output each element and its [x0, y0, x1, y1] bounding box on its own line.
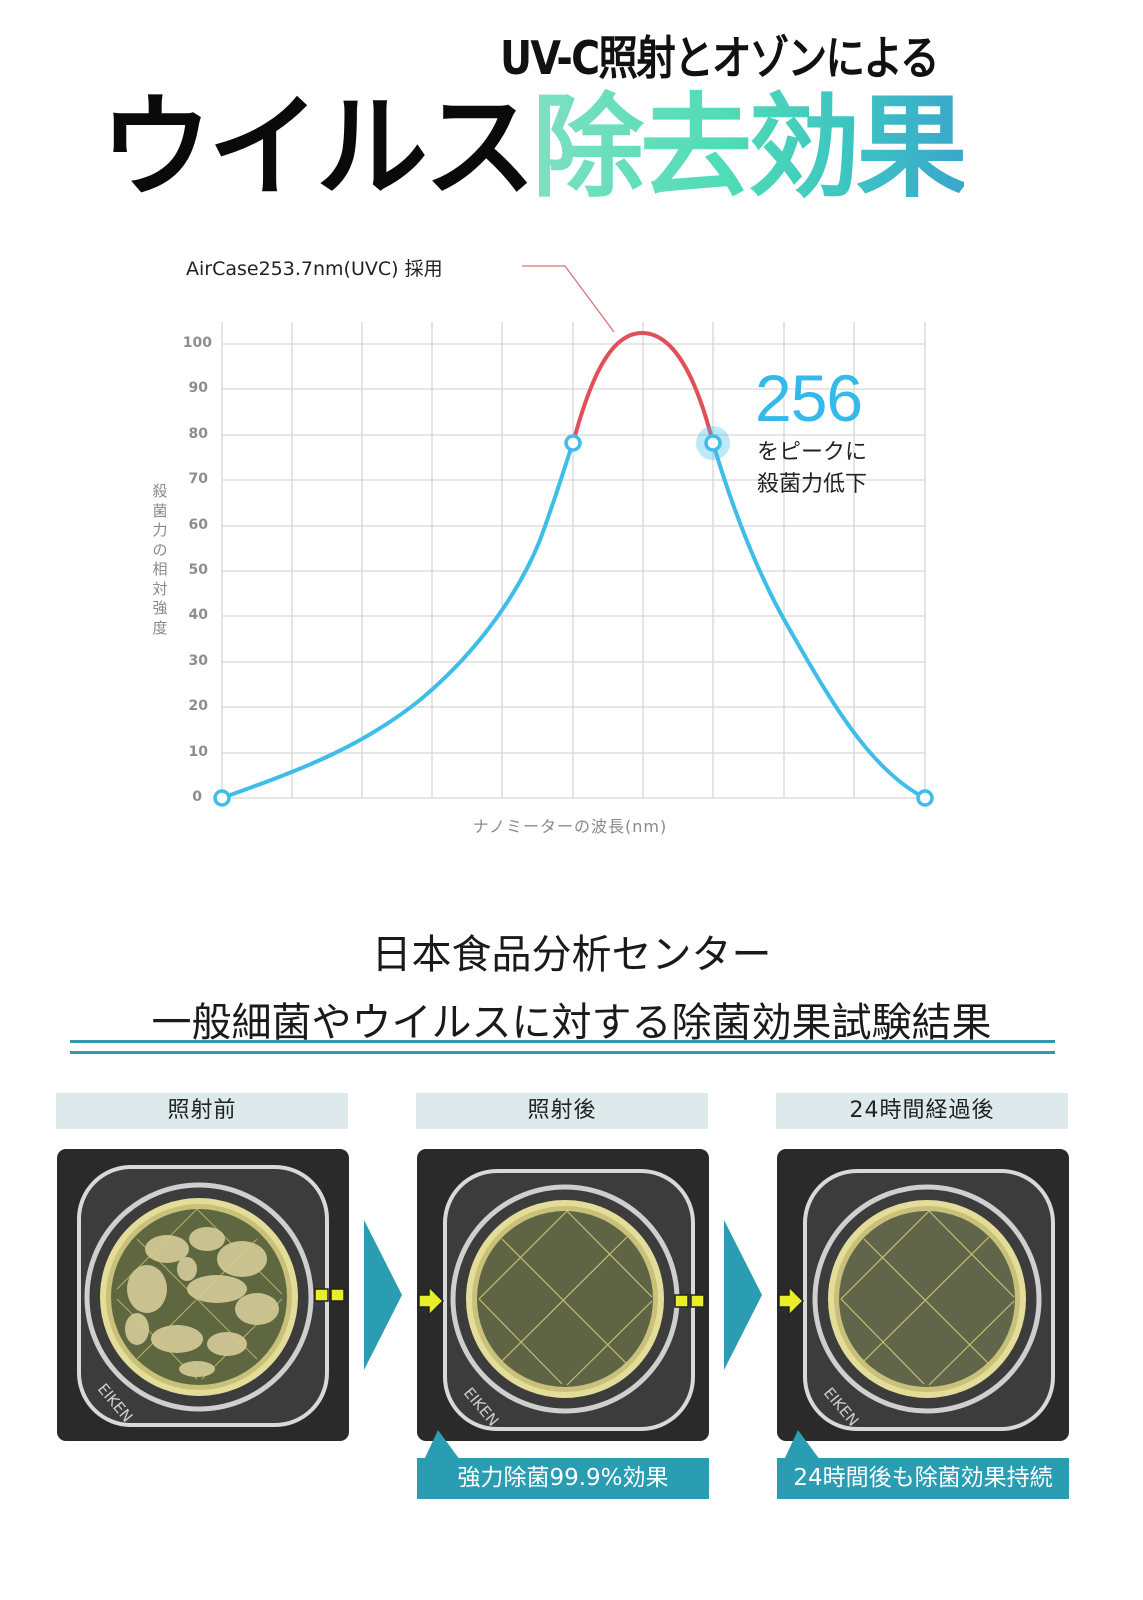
y-tick: 20 [188, 698, 208, 714]
caption-tail-icon [424, 1430, 460, 1460]
petri-dish-photo-after: EIKEN [417, 1149, 709, 1441]
next-arrow-icon [724, 1220, 762, 1370]
headline: ウイルス除去効果 [100, 88, 968, 208]
y-tick: 50 [188, 562, 208, 578]
peak-description-line1: をピークに [757, 440, 868, 465]
x-axis-label: ナノミーターの波長(nm) [472, 817, 668, 836]
divider-line-top [70, 1040, 1055, 1043]
marker-right [704, 434, 722, 452]
panel-label-24h: 24時間経過後 [776, 1093, 1068, 1129]
y-tick: 90 [188, 380, 208, 396]
curve-right [711, 442, 926, 800]
marker-start [213, 789, 231, 807]
y-tick: 40 [188, 607, 208, 623]
caption-after: 強力除菌99.9%効果 [417, 1458, 709, 1499]
panel-label-before: 照射前 [56, 1093, 348, 1129]
aircase-callout: AirCase253.7nm(UVC) 採用 [186, 258, 443, 280]
results-title-line1: 日本食品分析センター [371, 932, 772, 978]
peak-wavelength: 256 [755, 361, 863, 435]
curve-left [221, 442, 575, 800]
divider-line-bottom [70, 1051, 1055, 1054]
headline-virus: ウイルス [100, 83, 536, 213]
next-arrow-icon [364, 1220, 402, 1370]
callout-leader-line [522, 265, 615, 333]
y-tick: 80 [188, 426, 208, 442]
marker-end [916, 789, 934, 807]
y-tick: 70 [188, 471, 208, 487]
marker-left [564, 434, 582, 452]
y-axis-label: 殺菌力の相対強度 [152, 482, 168, 637]
chart-plot [213, 265, 934, 807]
y-tick: 60 [188, 517, 208, 533]
caption-24h: 24時間後も除菌効果持続 [777, 1458, 1069, 1499]
subtitle: UV-C照射とオゾンによる [500, 31, 940, 85]
caption-tail-icon [784, 1430, 820, 1460]
petri-dish-photo-before: EIKEN [57, 1149, 349, 1441]
y-tick: 100 [182, 335, 212, 351]
results-title-line2: 一般細菌やウイルスに対する除菌効果試験結果 [151, 1000, 992, 1046]
curve-peak-highlight [571, 330, 715, 444]
petri-dish-photo-24h: EIKEN [777, 1149, 1069, 1441]
peak-description: をピークに 殺菌力低下 [757, 437, 867, 501]
sterilization-chart: AirCase253.7nm(UVC) 採用 256 をピークに 殺菌力低下 殺… [0, 230, 1143, 870]
y-tick: 30 [188, 653, 208, 669]
y-tick: 10 [188, 744, 208, 760]
peak-description-line2: 殺菌力低下 [757, 472, 868, 497]
y-tick: 0 [192, 789, 202, 805]
panel-label-after: 照射後 [416, 1093, 708, 1129]
headline-removal-effect: 除去効果 [532, 83, 968, 213]
